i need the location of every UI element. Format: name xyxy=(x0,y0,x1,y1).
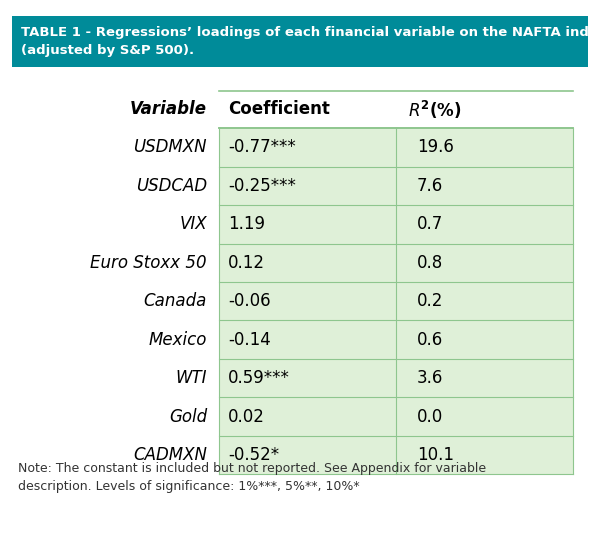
FancyBboxPatch shape xyxy=(396,244,573,282)
FancyBboxPatch shape xyxy=(219,282,396,320)
FancyBboxPatch shape xyxy=(396,205,573,244)
Text: 0.8: 0.8 xyxy=(417,254,443,272)
Text: Variable: Variable xyxy=(130,100,207,119)
FancyBboxPatch shape xyxy=(219,436,396,474)
FancyBboxPatch shape xyxy=(219,205,396,244)
Text: 3.6: 3.6 xyxy=(417,369,443,387)
Text: -0.77***: -0.77*** xyxy=(228,138,296,156)
FancyBboxPatch shape xyxy=(219,359,396,397)
FancyBboxPatch shape xyxy=(396,359,573,397)
Text: 0.12: 0.12 xyxy=(228,254,265,272)
Text: CADMXN: CADMXN xyxy=(133,446,207,464)
Text: 0.0: 0.0 xyxy=(417,407,443,426)
Text: 0.02: 0.02 xyxy=(228,407,265,426)
Text: Gold: Gold xyxy=(169,407,207,426)
Text: 19.6: 19.6 xyxy=(417,138,454,156)
FancyBboxPatch shape xyxy=(219,167,396,205)
Text: Euro Stoxx 50: Euro Stoxx 50 xyxy=(91,254,207,272)
FancyBboxPatch shape xyxy=(396,128,573,167)
FancyBboxPatch shape xyxy=(396,397,573,436)
Text: 7.6: 7.6 xyxy=(417,177,443,195)
Text: USDCAD: USDCAD xyxy=(136,177,207,195)
FancyBboxPatch shape xyxy=(219,397,396,436)
Text: -0.14: -0.14 xyxy=(228,331,271,349)
Text: Coefficient: Coefficient xyxy=(228,100,330,119)
Text: Note: The constant is included but not reported. See Appendix for variable
descr: Note: The constant is included but not r… xyxy=(18,462,486,493)
Text: Canada: Canada xyxy=(143,292,207,310)
FancyBboxPatch shape xyxy=(396,436,573,474)
Text: -0.06: -0.06 xyxy=(228,292,271,310)
Text: -0.25***: -0.25*** xyxy=(228,177,296,195)
Text: WTI: WTI xyxy=(175,369,207,387)
Text: Mexico: Mexico xyxy=(149,331,207,349)
Text: 0.2: 0.2 xyxy=(417,292,443,310)
Text: 0.7: 0.7 xyxy=(417,215,443,233)
Text: 0.6: 0.6 xyxy=(417,331,443,349)
FancyBboxPatch shape xyxy=(12,16,588,67)
Text: 0.59***: 0.59*** xyxy=(228,369,290,387)
FancyBboxPatch shape xyxy=(396,167,573,205)
FancyBboxPatch shape xyxy=(219,128,396,167)
FancyBboxPatch shape xyxy=(396,320,573,359)
Text: -0.52*: -0.52* xyxy=(228,446,279,464)
FancyBboxPatch shape xyxy=(219,244,396,282)
Text: 10.1: 10.1 xyxy=(417,446,454,464)
Text: USDMXN: USDMXN xyxy=(133,138,207,156)
Text: VIX: VIX xyxy=(179,215,207,233)
Text: TABLE 1 - Regressions’ loadings of each financial variable on the NAFTA index
(a: TABLE 1 - Regressions’ loadings of each … xyxy=(21,26,600,57)
Text: 1.19: 1.19 xyxy=(228,215,265,233)
FancyBboxPatch shape xyxy=(396,282,573,320)
FancyBboxPatch shape xyxy=(219,320,396,359)
Text: $\mathbf{\mathit{R}^2}$(%): $\mathbf{\mathit{R}^2}$(%) xyxy=(408,98,462,121)
